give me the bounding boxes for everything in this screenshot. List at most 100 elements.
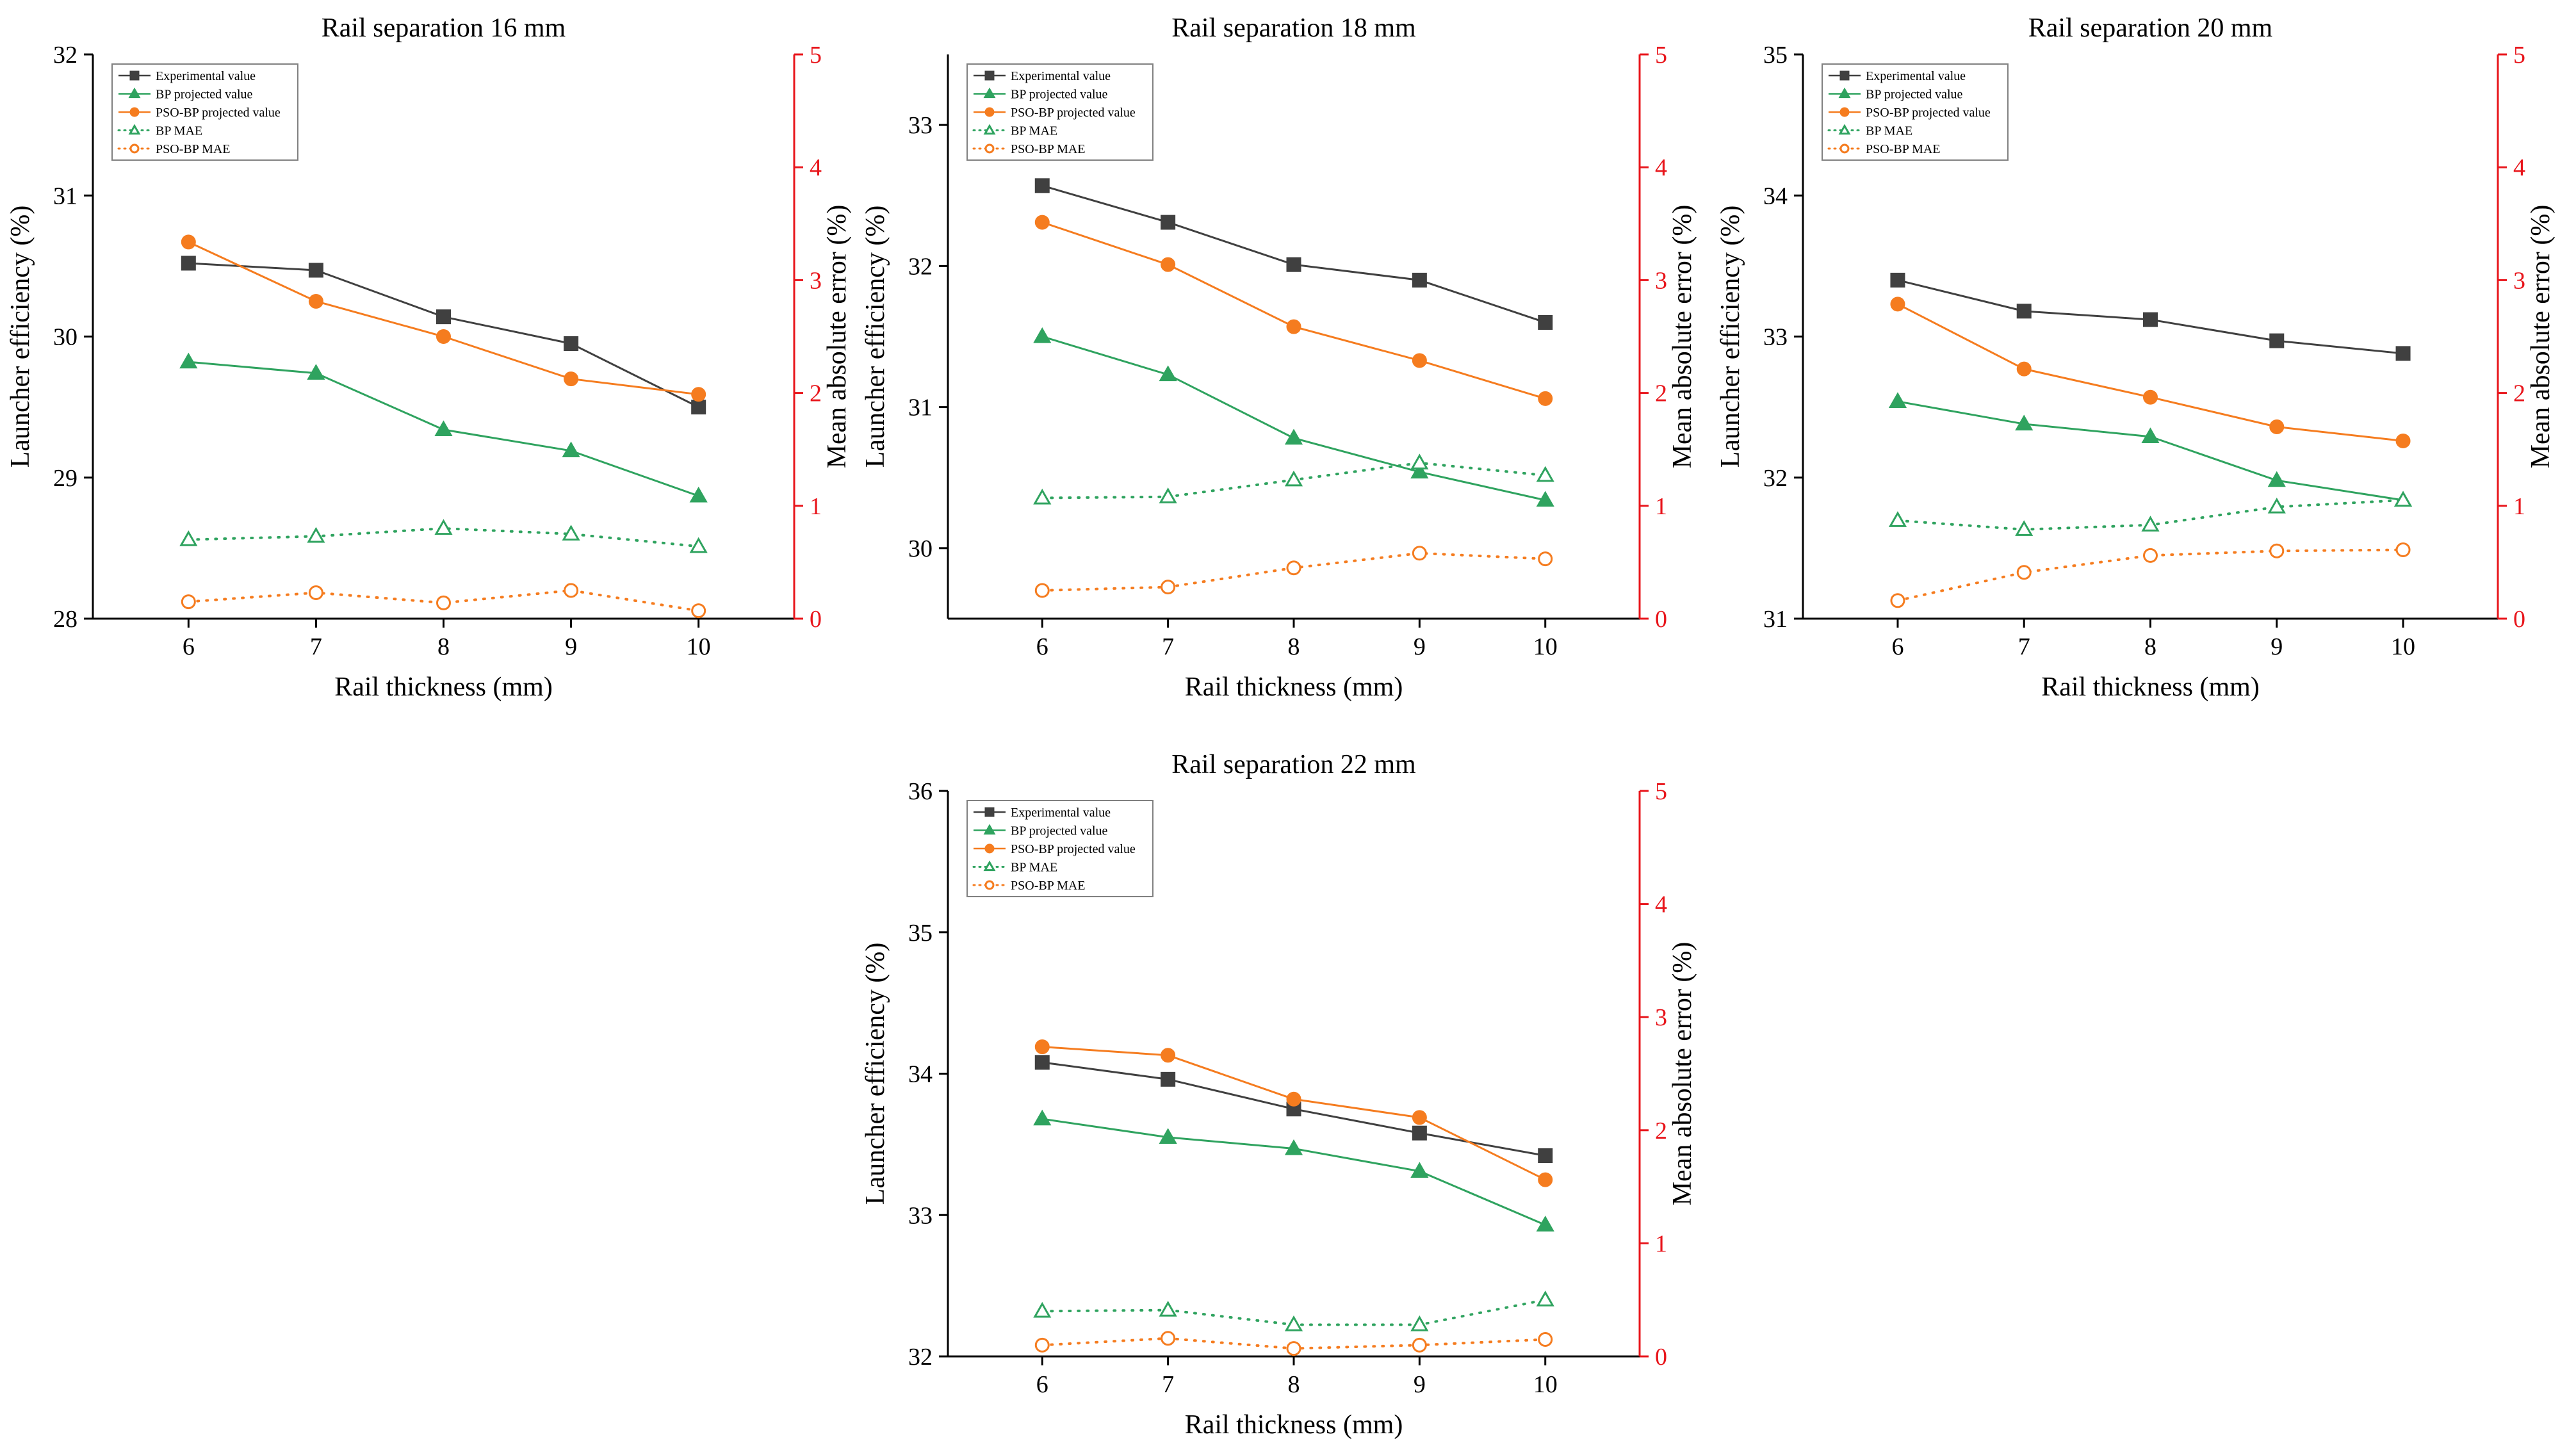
- legend-marker: [984, 143, 995, 154]
- data-point: [1161, 1331, 1176, 1346]
- y2-tick-label: 5: [810, 42, 822, 69]
- data-point: [691, 603, 706, 619]
- data-point: [564, 371, 579, 387]
- legend-marker: [129, 70, 140, 81]
- legend-marker: [128, 87, 141, 99]
- legend-entry-bp: BP projected value: [974, 824, 1108, 838]
- y2-tick-label: 2: [1655, 380, 1667, 407]
- data-point: [1161, 1048, 1176, 1063]
- legend-entry-exp: Experimental value: [1829, 69, 1966, 83]
- series-bp-mae: [1033, 453, 1554, 505]
- data-point: [1284, 1315, 1303, 1331]
- legend-label: BP MAE: [1011, 861, 1057, 875]
- data-point: [2267, 498, 2286, 514]
- series-pso: [1890, 297, 2411, 448]
- data-point: [1284, 1139, 1303, 1155]
- data-point: [1412, 353, 1427, 368]
- legend-marker: [984, 880, 995, 890]
- data-point: [2395, 542, 2411, 558]
- legend-label: BP projected value: [1011, 824, 1108, 838]
- data-point: [1412, 272, 1427, 288]
- data-point: [1410, 1162, 1429, 1178]
- data-point: [2395, 433, 2411, 448]
- legend-label: PSO-BP MAE: [156, 142, 231, 156]
- data-point: [1033, 327, 1052, 343]
- x-tick-label: 10: [687, 633, 711, 660]
- legend-marker: [984, 807, 995, 817]
- data-point: [1888, 511, 1907, 527]
- data-point: [307, 364, 325, 380]
- series-pso-mae: [181, 583, 706, 619]
- y-axis-label: Launcher efficiency (%): [1716, 206, 1745, 468]
- data-point: [434, 519, 453, 535]
- legend-entry-exp: Experimental value: [118, 69, 256, 83]
- data-point: [1538, 1332, 1553, 1347]
- legend-marker: [983, 124, 996, 135]
- legend-entry-bp: BP projected value: [1829, 88, 1963, 102]
- chart-title: Rail separation 16 mm: [322, 13, 566, 43]
- series-exp: [1034, 1055, 1553, 1164]
- legend-entry-bp-mae: BP MAE: [972, 124, 1057, 138]
- data-point: [2269, 333, 2285, 348]
- data-point: [1410, 462, 1429, 479]
- legend-label: BP projected value: [1011, 88, 1108, 102]
- legend-label: Experimental value: [1866, 69, 1966, 83]
- series-exp: [181, 256, 706, 415]
- x-tick-label: 6: [183, 633, 195, 660]
- legend-entry-bp: BP projected value: [118, 88, 253, 102]
- legend-label: BP projected value: [1866, 88, 1963, 102]
- data-point: [1412, 1110, 1427, 1125]
- x-tick-label: 9: [565, 633, 577, 660]
- data-point: [1412, 546, 1427, 561]
- series-bp: [1033, 327, 1554, 507]
- x-tick-label: 6: [1891, 633, 1903, 660]
- legend-marker: [128, 124, 141, 135]
- legend-entry-bp-mae: BP MAE: [972, 861, 1057, 875]
- data-point: [562, 525, 580, 541]
- data-point: [2141, 427, 2160, 444]
- legend: Experimental value BP projected value PSO-…: [111, 63, 298, 161]
- legend-label: PSO-BP projected value: [156, 106, 281, 120]
- legend-marker: [983, 87, 996, 99]
- series-bp: [1033, 1109, 1554, 1232]
- legend-label: BP MAE: [1011, 124, 1057, 138]
- legend-marker: [1838, 87, 1851, 99]
- y2-tick-label: 4: [1655, 154, 1667, 181]
- data-point: [1033, 1109, 1052, 1126]
- legend-label: PSO-BP projected value: [1866, 106, 1991, 120]
- data-point: [1161, 215, 1176, 230]
- x-tick-label: 8: [1288, 1371, 1300, 1398]
- y2-tick-label: 3: [2513, 267, 2525, 294]
- data-point: [691, 400, 706, 415]
- data-point: [1034, 1337, 1050, 1353]
- y2-tick-label: 0: [810, 606, 822, 633]
- chart-panel-2: Rail separation 18 mm 6 7 8 9 10 30 31 32 33 0 1 2 3 4…: [861, 13, 1697, 702]
- data-point: [1536, 1290, 1554, 1306]
- data-point: [1033, 488, 1052, 505]
- legend-label: Experimental value: [1011, 806, 1111, 820]
- y-tick-label: 34: [908, 1061, 933, 1088]
- series-bp: [1888, 392, 2413, 507]
- series-bp-mae: [1033, 1290, 1554, 1331]
- y2-tick-label: 0: [1655, 606, 1667, 633]
- data-point: [2016, 304, 2032, 319]
- legend-entry-pso: PSO-BP projected value: [118, 106, 281, 120]
- series-pso-mae: [1034, 546, 1553, 598]
- series-bp: [179, 352, 708, 503]
- y-tick-label: 35: [908, 920, 933, 947]
- y-tick-label: 32: [908, 253, 933, 280]
- legend-marker: [129, 107, 140, 117]
- legend-marker: [1839, 70, 1850, 81]
- y2-tick-label: 3: [1655, 1004, 1667, 1031]
- legend: Experimental value BP projected value PSO-…: [966, 63, 1153, 161]
- x-tick-label: 9: [2270, 633, 2283, 660]
- data-point: [1538, 314, 1553, 330]
- data-point: [1286, 1091, 1301, 1107]
- legend-label: PSO-BP projected value: [1011, 106, 1136, 120]
- legend-label: PSO-BP MAE: [1866, 142, 1941, 156]
- data-point: [562, 441, 580, 458]
- legend-label: BP MAE: [1866, 124, 1912, 138]
- data-point: [1159, 487, 1177, 503]
- legend-entry-pso-mae: PSO-BP MAE: [972, 879, 1086, 893]
- x-tick-label: 7: [1162, 1371, 1174, 1398]
